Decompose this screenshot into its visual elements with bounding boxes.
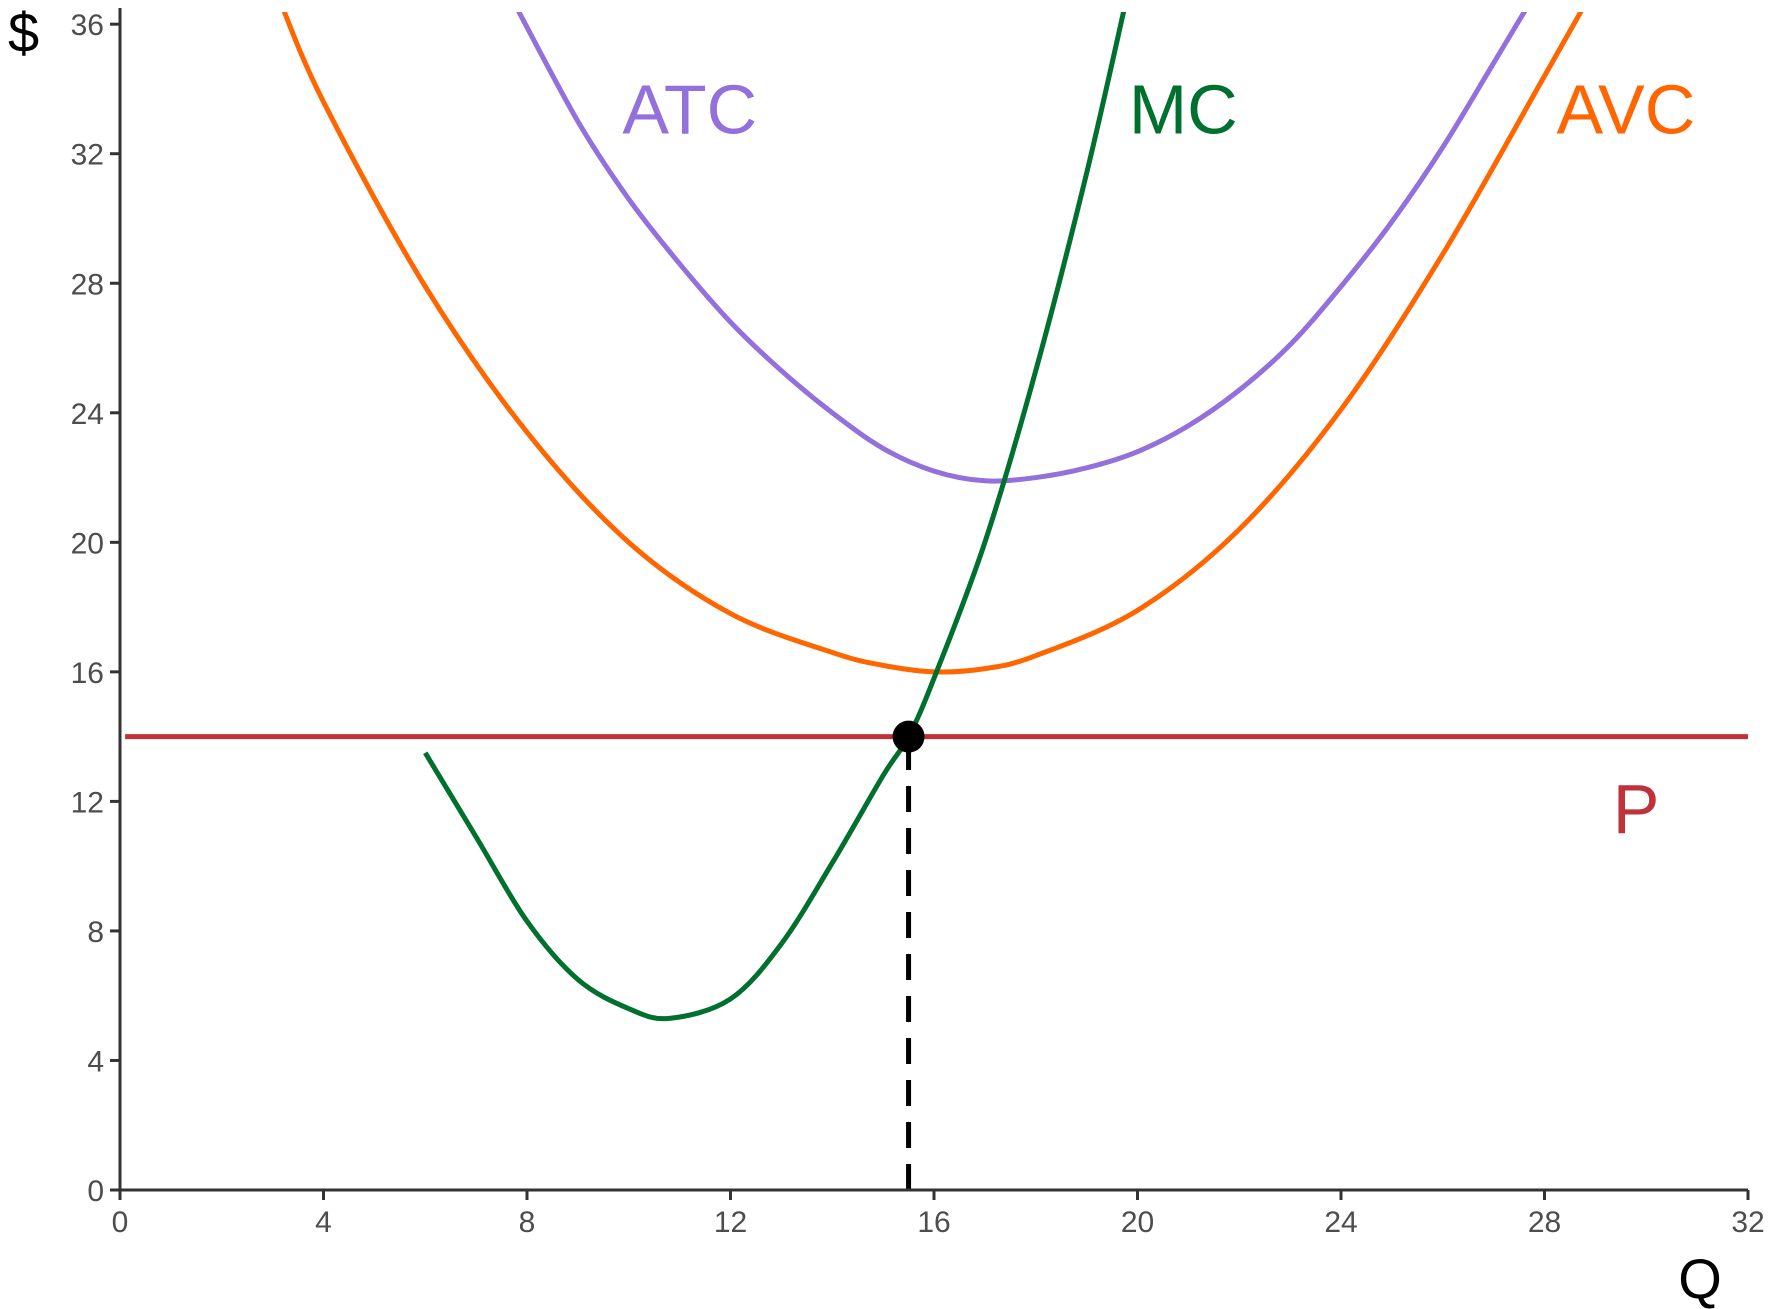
y-tick-label: 32 — [71, 139, 104, 172]
axes-layer: 0 4 8 12 16 20 24 28 32 0 4 8 12 16 20 24 28 32 36 — [71, 8, 1765, 1239]
y-tick-label: 28 — [71, 268, 104, 301]
y-tick-label: 4 — [87, 1045, 104, 1078]
y-tick-label: 24 — [71, 398, 104, 431]
y-tick-label: 20 — [71, 527, 104, 560]
y-tick-label: 8 — [87, 916, 104, 949]
series-line-mc — [423, 12, 1127, 1022]
x-tick-label: 20 — [1121, 1206, 1154, 1239]
y-tick-label: 0 — [87, 1175, 104, 1208]
curve-label-mc: MC — [1129, 70, 1238, 148]
y-axis-title: $ — [8, 1, 39, 64]
x-tick-label: 16 — [917, 1206, 950, 1239]
plot-area — [125, 12, 1748, 1190]
x-tick-label: 24 — [1324, 1206, 1357, 1239]
x-tick-label: 28 — [1528, 1206, 1561, 1239]
y-tick-label: 16 — [71, 657, 104, 690]
x-axis-title: Q — [1678, 1247, 1722, 1309]
curve-label-avc: AVC — [1557, 70, 1696, 148]
curves-layer — [125, 12, 1748, 1190]
series-line-atc — [516, 12, 1528, 484]
x-tick-label: 32 — [1731, 1206, 1764, 1239]
x-tick-label: 4 — [315, 1206, 332, 1239]
curve-label-atc: ATC — [622, 70, 757, 148]
series-line-avc — [281, 12, 1584, 675]
x-tick-label: 0 — [112, 1206, 129, 1239]
equilibrium-point — [892, 720, 925, 753]
y-tick-label: 36 — [71, 9, 104, 42]
x-tick-label: 8 — [519, 1206, 536, 1239]
curve-labels-layer: ATC MC AVC P — [622, 70, 1695, 847]
y-tick-label: 12 — [71, 786, 104, 819]
x-tick-label: 12 — [714, 1206, 747, 1239]
curve-label-p: P — [1613, 770, 1660, 848]
